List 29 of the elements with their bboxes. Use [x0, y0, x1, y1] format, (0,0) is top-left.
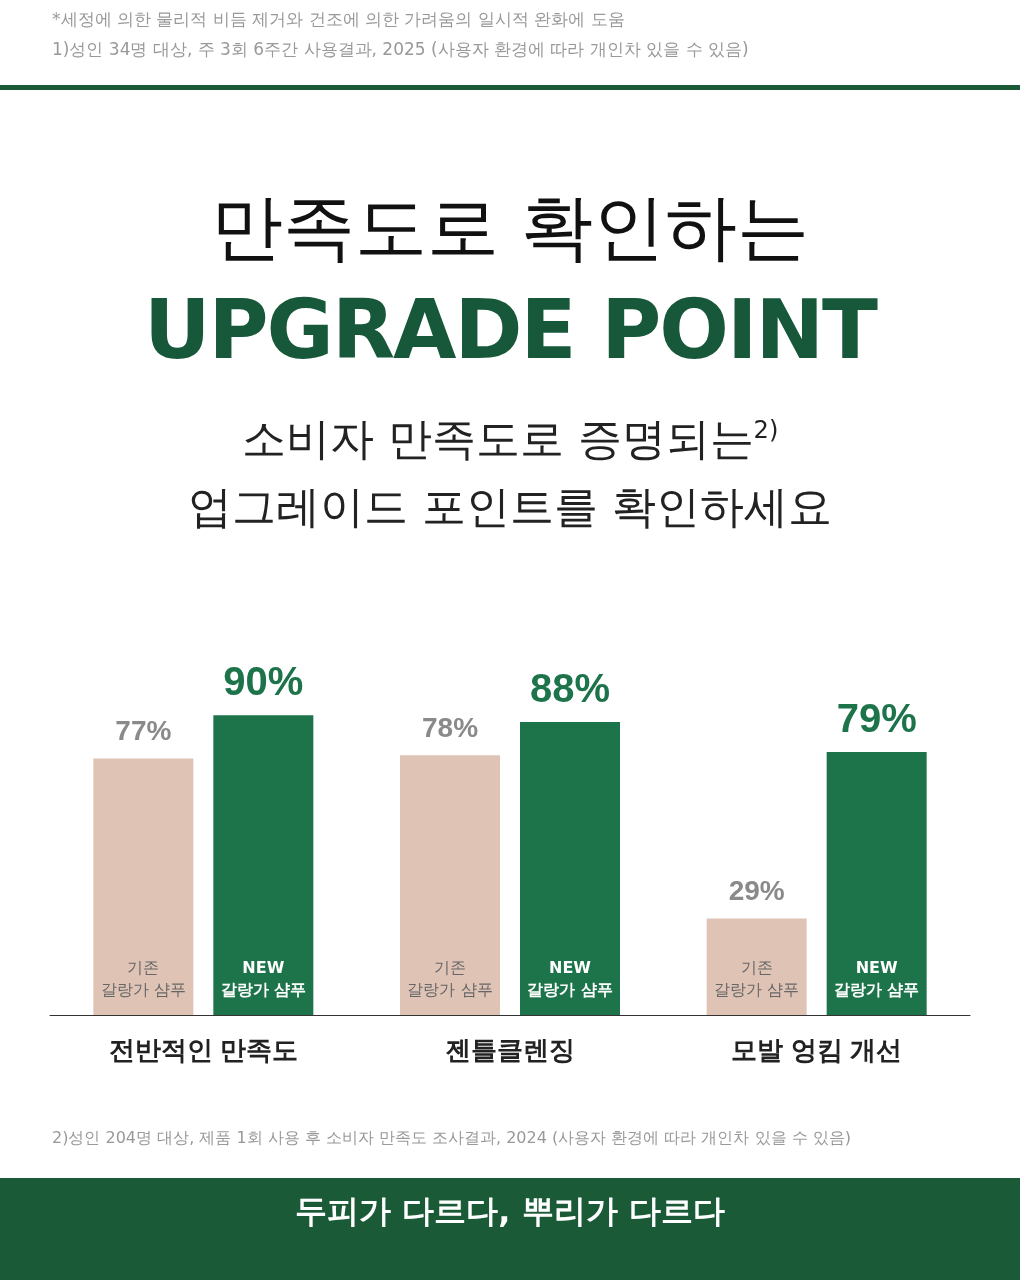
bar: [400, 755, 500, 1015]
text: 두피가 다르다, 뿌리가 다르다: [294, 1191, 726, 1232]
text: 2)성인 204명 대상, 제품 1회 사용 후 소비자 만족도 조사결과, 2024 (사용자 환경에 따라 개인차 있을 수 있음): [52, 1128, 852, 1149]
text: NEW 갈랑가 샴푸: [220, 958, 307, 999]
data-label: 79%: [836, 695, 917, 740]
text: 소비자 만족도로 증명되는$^{2)}$: [240, 412, 780, 466]
text: 1)성인 34명 대상, 주 3회 6주간 사용결과, 2025 (사용자 환경에 따라 개인차 있을 수 있음): [52, 38, 750, 61]
bar: [520, 721, 620, 1015]
text: *세정에 의한 물리적 비듬 제거와 건조에 의한 가려움의 일시적 완화에 도움: [52, 8, 626, 31]
x-tick-label: 모발 엉킴 개선: [731, 1035, 902, 1065]
bar: [213, 715, 314, 1015]
chart-title: 만족도로 확인하는: [209, 184, 811, 271]
bar: [93, 758, 194, 1015]
x-tick-label: 젠틀클렌징: [445, 1035, 575, 1065]
data-label: 90%: [223, 659, 304, 704]
text: NEW 갈랑가 샴푸: [527, 958, 613, 999]
text: 기존 갈랑가 샴푸: [100, 958, 186, 999]
series-label: 기존 갈랑가 샴푸: [713, 957, 801, 1001]
text: 업그레이드 포인트를 확인하세요: [187, 480, 833, 534]
bar: [826, 751, 927, 1015]
data-label: 77%: [115, 715, 172, 747]
x-tick-label: 전반적인 만족도: [108, 1035, 298, 1065]
series-label: NEW 갈랑가 샴푸: [832, 957, 921, 1001]
data-label: 78%: [421, 711, 479, 743]
data-label: 88%: [529, 665, 611, 710]
text: 기존 갈랑가 샴푸: [407, 958, 493, 999]
chart-subtitle: UPGRADE POINT: [142, 282, 878, 377]
data-label: 29%: [728, 874, 785, 906]
bar: [706, 918, 807, 1015]
